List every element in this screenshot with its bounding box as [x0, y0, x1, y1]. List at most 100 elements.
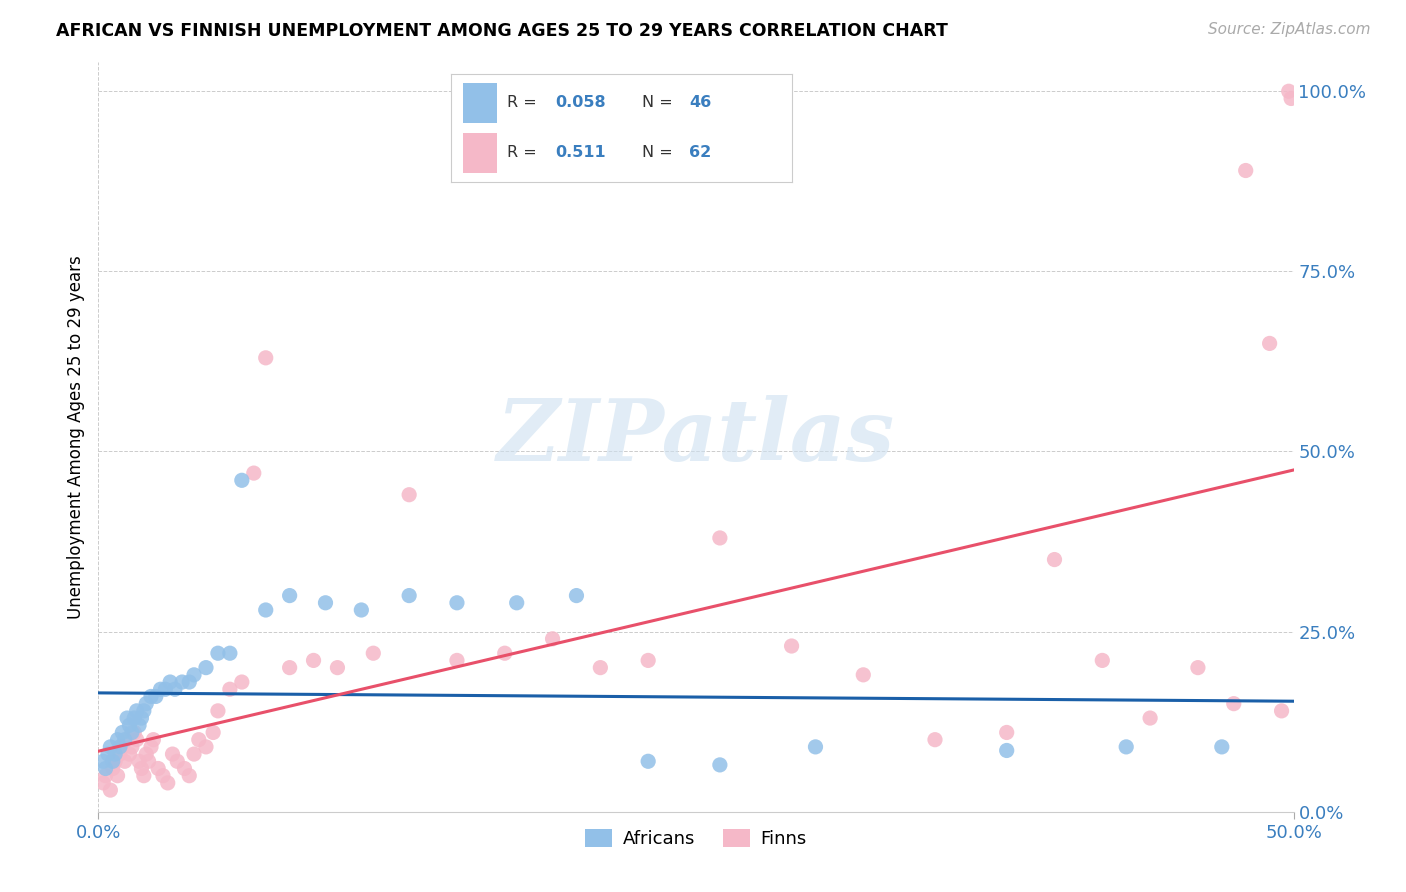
Point: [111, 725, 134, 739]
Point: [1234, 163, 1257, 178]
Point: [363, 646, 385, 660]
Point: [1278, 84, 1301, 98]
Point: [1223, 697, 1246, 711]
Point: [104, 747, 127, 761]
Point: [183, 668, 205, 682]
Point: [589, 660, 612, 674]
Point: [128, 754, 150, 768]
Point: [924, 732, 946, 747]
Point: [1043, 552, 1066, 566]
Point: [142, 732, 165, 747]
Point: [326, 660, 349, 674]
Point: [111, 739, 134, 754]
Point: [135, 697, 157, 711]
Point: [98, 739, 122, 754]
Point: [1187, 660, 1209, 674]
Point: [94, 762, 117, 776]
Point: [231, 473, 253, 487]
Point: [1211, 739, 1233, 754]
Point: [149, 682, 172, 697]
Point: [202, 725, 225, 739]
Point: [125, 732, 148, 747]
Point: [446, 596, 468, 610]
Point: [108, 747, 131, 761]
Point: [187, 732, 209, 747]
Point: [101, 762, 124, 776]
Point: [1258, 336, 1281, 351]
Point: [172, 675, 194, 690]
Point: [195, 660, 218, 674]
Point: [115, 732, 138, 747]
Point: [131, 711, 153, 725]
Point: [541, 632, 564, 646]
Point: [183, 747, 205, 761]
Point: [132, 704, 155, 718]
Point: [804, 739, 827, 754]
Point: [1091, 653, 1114, 667]
Point: [115, 711, 138, 725]
Point: [138, 754, 160, 768]
Point: [124, 725, 146, 739]
Point: [159, 675, 181, 690]
Point: [173, 762, 195, 776]
Point: [139, 739, 162, 754]
Point: [1139, 711, 1161, 725]
Text: ZIPatlas: ZIPatlas: [496, 395, 896, 479]
Point: [278, 589, 301, 603]
Point: [114, 754, 136, 768]
Point: [166, 754, 188, 768]
Point: [995, 743, 1018, 757]
Point: [107, 732, 129, 747]
Y-axis label: Unemployment Among Ages 25 to 29 years: Unemployment Among Ages 25 to 29 years: [66, 255, 84, 619]
Legend: Africans, Finns: Africans, Finns: [578, 822, 814, 855]
Point: [219, 682, 242, 697]
Point: [148, 762, 170, 776]
Point: [125, 704, 148, 718]
Point: [231, 675, 253, 690]
Text: Source: ZipAtlas.com: Source: ZipAtlas.com: [1208, 22, 1371, 37]
Point: [1115, 739, 1137, 754]
Point: [97, 747, 120, 761]
Point: [315, 596, 337, 610]
Point: [494, 646, 516, 660]
Point: [91, 754, 114, 768]
Point: [132, 769, 155, 783]
Point: [98, 783, 122, 797]
Point: [207, 704, 229, 718]
Point: [118, 718, 141, 732]
Point: [219, 646, 242, 660]
Point: [278, 660, 301, 674]
Point: [637, 754, 659, 768]
Point: [162, 747, 184, 761]
Point: [131, 762, 153, 776]
Point: [709, 531, 731, 545]
Point: [207, 646, 229, 660]
Point: [121, 725, 143, 739]
Point: [156, 776, 179, 790]
Point: [121, 739, 143, 754]
Point: [780, 639, 803, 653]
Point: [446, 653, 468, 667]
Point: [104, 754, 127, 768]
Point: [152, 769, 174, 783]
Point: [350, 603, 373, 617]
Point: [1279, 91, 1302, 105]
Point: [565, 589, 588, 603]
Point: [302, 653, 325, 667]
Point: [101, 754, 124, 768]
Point: [254, 351, 277, 365]
Point: [852, 668, 875, 682]
Point: [254, 603, 277, 617]
Point: [155, 682, 177, 697]
Point: [145, 690, 167, 704]
Point: [995, 725, 1018, 739]
Point: [118, 747, 141, 761]
Point: [179, 769, 201, 783]
Point: [243, 466, 266, 480]
Point: [506, 596, 529, 610]
Text: AFRICAN VS FINNISH UNEMPLOYMENT AMONG AGES 25 TO 29 YEARS CORRELATION CHART: AFRICAN VS FINNISH UNEMPLOYMENT AMONG AG…: [56, 22, 948, 40]
Point: [709, 758, 731, 772]
Point: [139, 690, 162, 704]
Point: [398, 589, 420, 603]
Point: [637, 653, 659, 667]
